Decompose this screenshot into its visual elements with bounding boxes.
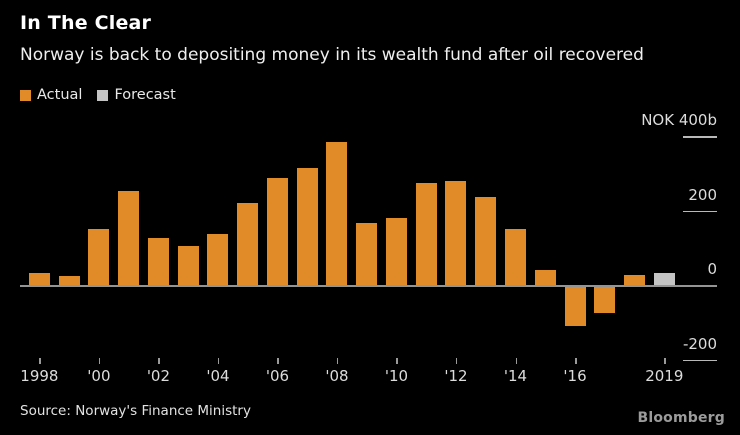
x-axis-tick bbox=[158, 358, 160, 364]
y-axis-label: 0 bbox=[707, 260, 717, 278]
forecast-swatch-icon bbox=[97, 89, 109, 101]
x-axis-tick bbox=[515, 358, 517, 364]
y-axis-tick bbox=[683, 359, 717, 361]
bar-2013 bbox=[475, 196, 497, 285]
x-axis-tick bbox=[217, 358, 220, 364]
bloomberg-logo: Bloomberg bbox=[637, 410, 725, 426]
bar-2002 bbox=[147, 238, 169, 285]
bar-2010 bbox=[385, 217, 407, 285]
x-axis-label: 1998 bbox=[20, 367, 59, 385]
x-axis-label: '00 bbox=[87, 367, 111, 385]
bar-2019 bbox=[653, 272, 675, 285]
bar-2011 bbox=[415, 182, 437, 285]
x-axis-tick bbox=[277, 358, 279, 364]
actual-swatch-icon bbox=[20, 89, 31, 101]
bar-2014 bbox=[505, 229, 526, 285]
y-axis-label: -200 bbox=[682, 334, 717, 353]
x-axis-label: '16 bbox=[563, 367, 587, 385]
x-axis-tick bbox=[98, 358, 101, 364]
bar-2008 bbox=[326, 141, 348, 285]
zero-axis-line bbox=[20, 285, 717, 287]
x-axis-label: '12 bbox=[444, 367, 468, 385]
bar-2018 bbox=[624, 274, 646, 285]
bar-2017 bbox=[594, 286, 616, 313]
bar-2015 bbox=[534, 269, 556, 285]
legend-item-actual: Actual bbox=[20, 87, 82, 103]
bar-2012 bbox=[445, 181, 467, 285]
page-title: In The Clear bbox=[20, 12, 152, 34]
chart-subtitle: Norway is back to depositing money in it… bbox=[20, 45, 644, 65]
x-axis-label: '04 bbox=[206, 367, 230, 385]
x-axis-label: '10 bbox=[384, 367, 409, 385]
bar-1998 bbox=[28, 273, 50, 285]
x-axis-label: 2019 bbox=[645, 367, 684, 385]
legend-label-forecast: Forecast bbox=[114, 87, 176, 103]
bar-1999 bbox=[58, 275, 80, 285]
x-axis-label: '02 bbox=[146, 367, 171, 385]
x-axis-tick bbox=[575, 358, 577, 364]
y-axis-tick bbox=[683, 136, 717, 138]
bar-2003 bbox=[177, 245, 199, 285]
x-axis-tick bbox=[39, 358, 41, 364]
x-axis-tick bbox=[664, 358, 666, 364]
x-axis-label: '08 bbox=[325, 367, 349, 385]
legend: Actual Forecast bbox=[20, 87, 176, 103]
y-axis-label: NOK 400b bbox=[641, 111, 717, 129]
legend-item-forecast: Forecast bbox=[97, 87, 176, 103]
bar-2000 bbox=[88, 229, 110, 285]
x-axis-label: '06 bbox=[265, 367, 290, 385]
bar-2005 bbox=[237, 203, 259, 285]
y-axis-label: 200 bbox=[688, 185, 717, 204]
bar-2009 bbox=[356, 223, 378, 285]
bar-2007 bbox=[296, 167, 318, 285]
x-axis-tick bbox=[336, 358, 339, 364]
x-axis-tick bbox=[396, 358, 398, 364]
bar-2006 bbox=[266, 178, 288, 285]
y-axis-tick bbox=[683, 210, 717, 212]
bar-2016 bbox=[564, 286, 586, 327]
source-note: Source: Norway's Finance Ministry bbox=[20, 403, 251, 419]
x-axis-tick bbox=[455, 358, 458, 364]
bar-2001 bbox=[118, 191, 140, 285]
x-axis-label: '14 bbox=[503, 367, 528, 385]
bar-2004 bbox=[207, 234, 229, 285]
legend-label-actual: Actual bbox=[37, 87, 83, 103]
